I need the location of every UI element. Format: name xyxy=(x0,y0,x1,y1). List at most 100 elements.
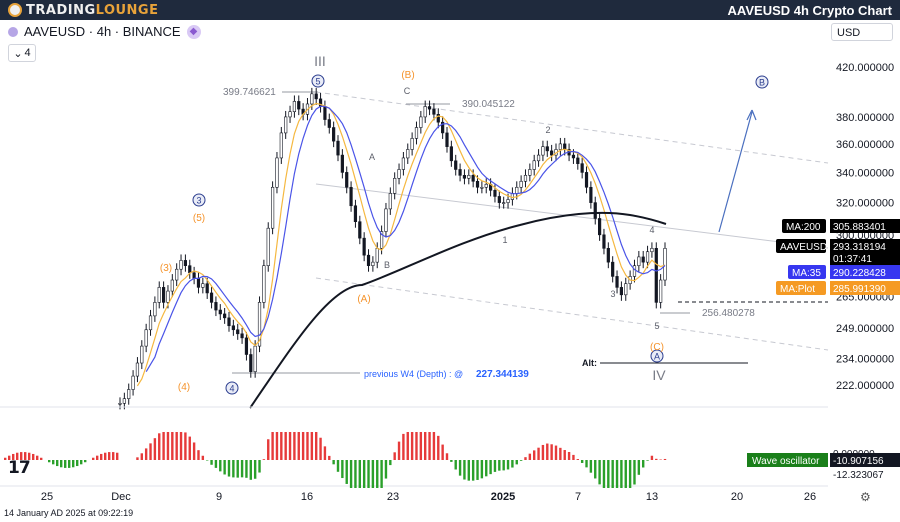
osc-bar xyxy=(389,460,392,466)
candle xyxy=(493,190,497,197)
candle xyxy=(502,202,506,204)
osc-bar xyxy=(620,460,623,488)
candle xyxy=(436,113,440,123)
candle xyxy=(632,265,637,277)
osc-bar xyxy=(628,460,632,488)
osc-bar xyxy=(192,442,196,460)
currency-select[interactable]: USD xyxy=(831,23,893,41)
osc-bar xyxy=(323,446,327,460)
candle xyxy=(528,169,532,176)
tradingview-logo: 17 xyxy=(8,458,31,478)
candle xyxy=(205,283,209,294)
wave-circ-3-text: 3 xyxy=(196,196,201,206)
wave-p4: (4) xyxy=(178,382,190,393)
candle xyxy=(310,93,314,105)
badge-price-value-bg xyxy=(830,239,900,253)
osc-bar xyxy=(315,432,318,460)
candle xyxy=(541,146,545,156)
wave-circ-4 xyxy=(225,381,239,395)
candle xyxy=(624,283,628,296)
y-tick-label: 380.000000 xyxy=(836,112,894,124)
osc-bar xyxy=(28,452,31,460)
osc-bar xyxy=(615,460,619,488)
wave-A: A xyxy=(369,152,375,162)
candle xyxy=(458,169,462,176)
ma-plot-line xyxy=(136,102,666,387)
candle xyxy=(336,140,340,156)
wave-circ-4-text: 4 xyxy=(229,384,234,394)
candle xyxy=(484,183,488,188)
candle xyxy=(475,180,480,188)
osc-bar xyxy=(541,444,545,460)
wave-p3: (3) xyxy=(160,263,172,274)
osc-bar xyxy=(362,460,366,488)
candle xyxy=(270,186,275,229)
osc-label-bg xyxy=(747,453,828,467)
candle xyxy=(497,196,501,203)
osc-bar xyxy=(642,460,645,468)
candle xyxy=(379,231,384,249)
x-tick-label: 20 xyxy=(731,491,743,503)
candle xyxy=(414,127,419,139)
badge-ma200-label: MA:200 xyxy=(786,222,821,233)
candle xyxy=(375,248,379,263)
osc-bar xyxy=(112,452,115,460)
candle xyxy=(393,177,397,194)
candle xyxy=(175,268,179,281)
candle xyxy=(127,389,131,399)
osc-bar xyxy=(345,460,348,484)
osc-bar xyxy=(506,460,510,470)
candle xyxy=(153,302,157,317)
osc-bar xyxy=(663,458,667,460)
osc-bar xyxy=(650,455,654,460)
osc-bar xyxy=(245,460,248,478)
candle xyxy=(231,325,235,331)
candle xyxy=(654,248,658,303)
candle xyxy=(209,292,214,303)
osc-bar xyxy=(84,460,87,463)
badge-ma35-label: MA:35 xyxy=(792,268,821,279)
candle xyxy=(471,175,475,182)
x-tick-label: 13 xyxy=(646,491,658,503)
candle xyxy=(663,248,667,281)
wave-circ-B-text: B xyxy=(759,78,765,88)
osc-bar xyxy=(319,437,322,460)
wave-5: 5 xyxy=(654,321,659,331)
osc-bar xyxy=(4,457,7,460)
osc-bar xyxy=(349,460,353,488)
candle xyxy=(327,119,331,128)
level-390-label: 390.045122 xyxy=(462,99,515,110)
osc-bar xyxy=(437,435,440,460)
badge-maplot-value-bg xyxy=(830,281,900,295)
candle xyxy=(602,234,606,249)
wave-4: 4 xyxy=(649,225,654,235)
osc-bar xyxy=(197,450,200,460)
candle xyxy=(619,287,623,296)
candle xyxy=(148,315,153,331)
osc-bar xyxy=(175,432,178,460)
chevron-down-icon: ⌄ xyxy=(13,47,23,60)
osc-bar xyxy=(397,441,401,460)
osc-bar xyxy=(332,460,335,465)
candle xyxy=(532,160,536,170)
badge-price-label-bg xyxy=(776,239,826,253)
osc-bar xyxy=(232,460,235,478)
level-256-label: 256.480278 xyxy=(702,308,755,319)
osc-bar xyxy=(56,460,59,467)
x-tick-label: 23 xyxy=(387,491,399,503)
badge-ma35-value-bg xyxy=(830,265,900,279)
logo-text-1: TRADING xyxy=(26,2,96,18)
osc-value: -10.907156 xyxy=(833,456,884,467)
badge-price-value: 293.318194 xyxy=(833,242,886,253)
osc-bar xyxy=(463,460,466,480)
candle xyxy=(179,260,183,270)
indicator-icon[interactable]: ◆ xyxy=(186,24,201,39)
collapse-button[interactable]: ⌄ 4 xyxy=(8,44,36,62)
settings-gear-icon[interactable]: ⚙ xyxy=(860,490,871,504)
osc-bar xyxy=(140,453,143,460)
osc-bar xyxy=(533,450,536,460)
candle xyxy=(515,186,519,194)
osc-bar xyxy=(384,460,388,479)
symbol-info[interactable]: AAVEUSD · 4h · BINANCE ◆ xyxy=(8,24,201,39)
